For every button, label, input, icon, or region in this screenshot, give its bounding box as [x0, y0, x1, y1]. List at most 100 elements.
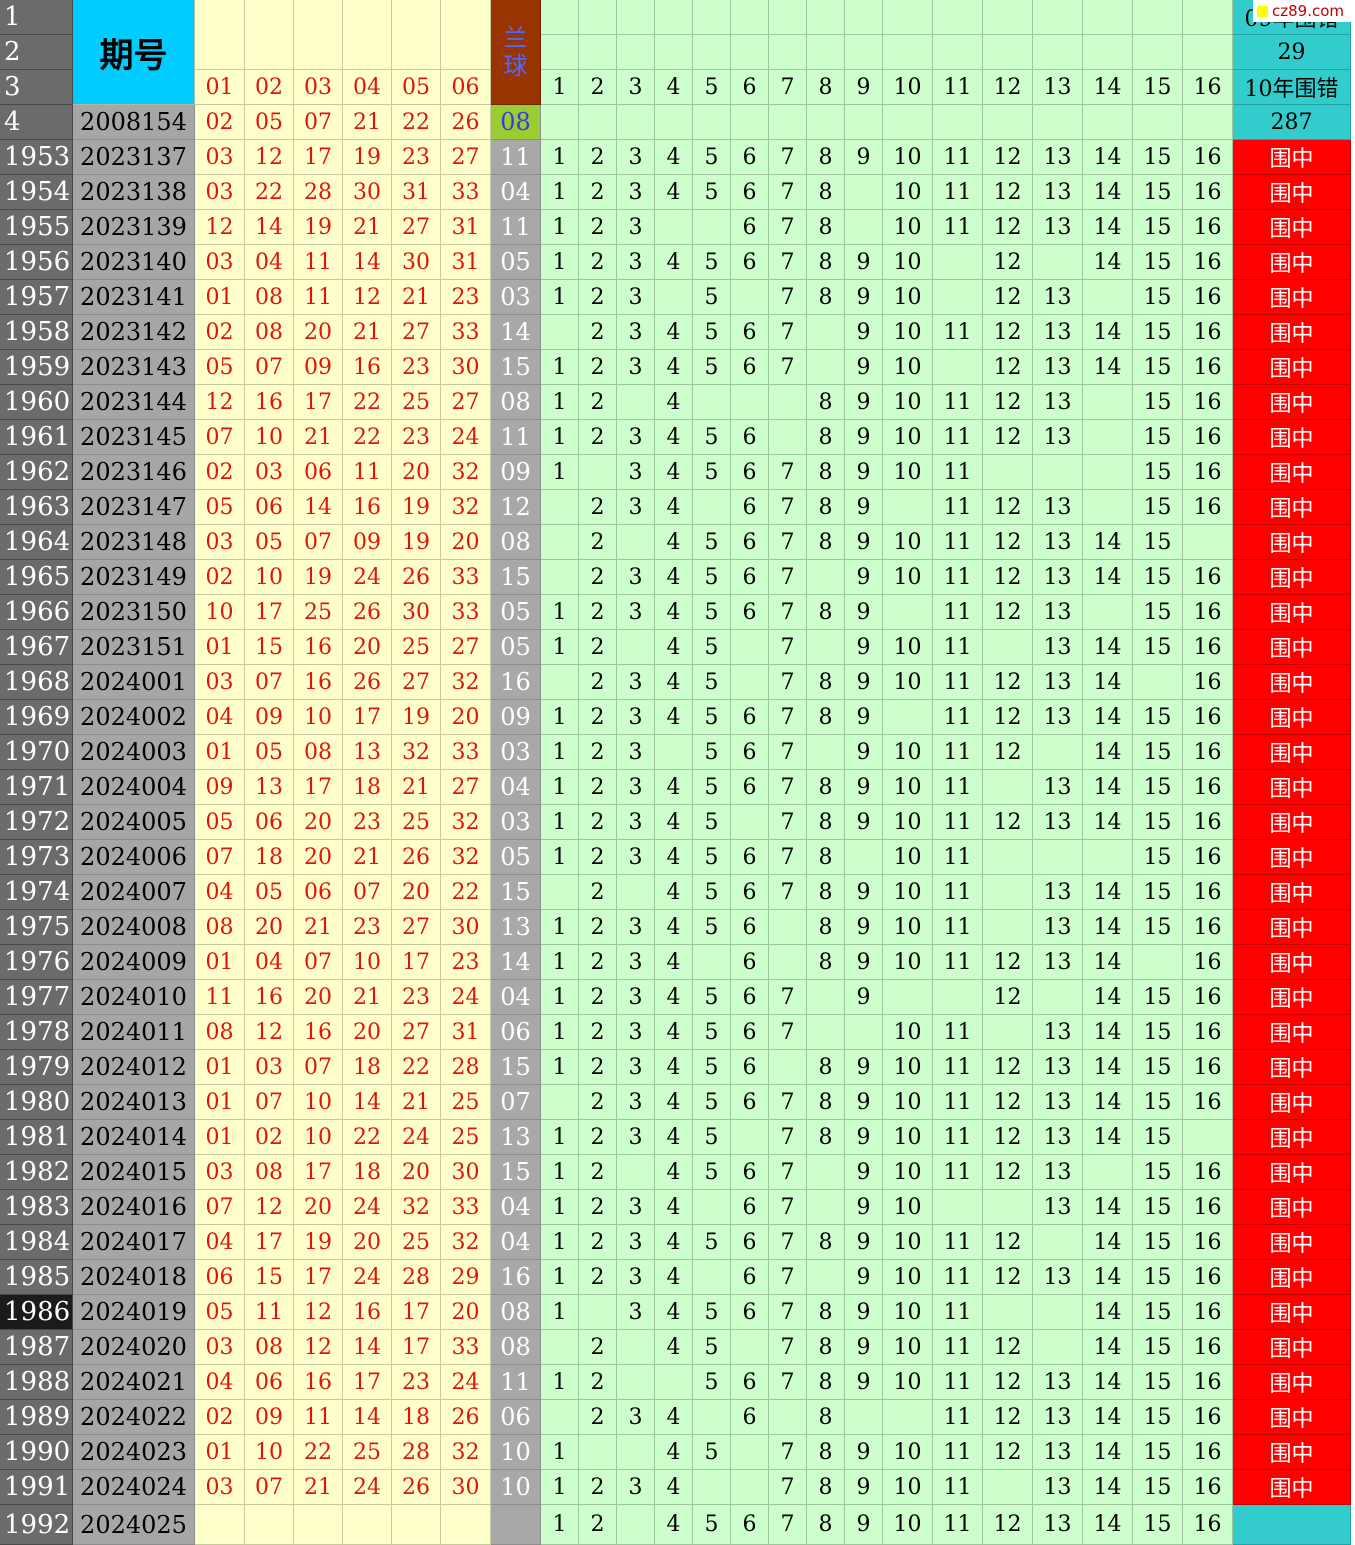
result-cell[interactable]: 围中: [1233, 525, 1351, 560]
grid-cell[interactable]: 1: [541, 735, 579, 770]
red-number-cell[interactable]: 22: [343, 385, 392, 420]
red-number-cell[interactable]: 11: [294, 245, 343, 280]
result-cell[interactable]: 围中: [1233, 455, 1351, 490]
grid-cell[interactable]: 4: [655, 1330, 693, 1365]
grid-cell[interactable]: 16: [1183, 1400, 1233, 1435]
grid-cell[interactable]: 11: [933, 315, 983, 350]
red-number-cell[interactable]: 03: [245, 455, 294, 490]
red-number-cell[interactable]: 23: [392, 1365, 441, 1400]
grid-cell[interactable]: 12: [983, 1225, 1033, 1260]
blue-number-cell[interactable]: 09: [491, 455, 541, 490]
row-header[interactable]: 1969: [0, 700, 73, 735]
grid-cell[interactable]: 8: [807, 945, 845, 980]
red-number-cell[interactable]: 20: [441, 525, 491, 560]
grid-cell[interactable]: [883, 700, 933, 735]
red-number-cell[interactable]: 01: [195, 1050, 245, 1085]
grid-cell[interactable]: 16: [1183, 455, 1233, 490]
grid-cell[interactable]: [883, 490, 933, 525]
grid-cell[interactable]: 14: [1083, 770, 1133, 805]
row-header[interactable]: 1970: [0, 735, 73, 770]
blue-number-cell[interactable]: 06: [491, 1015, 541, 1050]
grid-cell[interactable]: 8: [807, 595, 845, 630]
grid-cell[interactable]: 2: [579, 140, 617, 175]
grid-cell[interactable]: 14: [1083, 665, 1133, 700]
grid-cell[interactable]: 2: [579, 1505, 617, 1545]
grid-cell[interactable]: 6: [731, 980, 769, 1015]
grid-cell[interactable]: 13: [1033, 490, 1083, 525]
grid-cell[interactable]: 16: [1183, 770, 1233, 805]
grid-cell[interactable]: 8: [807, 910, 845, 945]
grid-cell[interactable]: 10: [883, 875, 933, 910]
grid-cell[interactable]: 9: [845, 385, 883, 420]
red-number-cell[interactable]: 17: [294, 770, 343, 805]
result-cell[interactable]: 围中: [1233, 630, 1351, 665]
grid-cell[interactable]: 16: [1183, 1365, 1233, 1400]
grid-cell[interactable]: 15: [1133, 1155, 1183, 1190]
grid-cell[interactable]: [541, 560, 579, 595]
grid-cell[interactable]: 10: [883, 805, 933, 840]
red-number-cell[interactable]: 32: [441, 490, 491, 525]
grid-cell[interactable]: 14: [1083, 1190, 1133, 1225]
grid-cell[interactable]: [617, 1435, 655, 1470]
grid-cell[interactable]: 7: [769, 140, 807, 175]
grid-cell[interactable]: 8: [807, 455, 845, 490]
red-number-cell[interactable]: 17: [392, 1330, 441, 1365]
blue-number-cell[interactable]: 15: [491, 350, 541, 385]
red-number-cell[interactable]: 29: [441, 1260, 491, 1295]
red-number-cell[interactable]: 14: [343, 1330, 392, 1365]
red-number-cell[interactable]: 10: [195, 595, 245, 630]
grid-cell[interactable]: [731, 805, 769, 840]
period-cell[interactable]: 2023139: [73, 210, 195, 245]
grid-cell[interactable]: 7: [769, 1260, 807, 1295]
result-cell[interactable]: 围中: [1233, 1365, 1351, 1400]
grid-cell[interactable]: 9: [845, 1050, 883, 1085]
red-number-cell[interactable]: 24: [343, 560, 392, 595]
grid-cell[interactable]: 9: [845, 980, 883, 1015]
grid-cell[interactable]: 12: [983, 595, 1033, 630]
red-number-cell[interactable]: 33: [441, 560, 491, 595]
grid-cell[interactable]: 9: [845, 1365, 883, 1400]
grid-cell[interactable]: 9: [845, 455, 883, 490]
grid-cell[interactable]: 9: [845, 420, 883, 455]
grid-cell[interactable]: 15: [1133, 1365, 1183, 1400]
red-number-cell[interactable]: 20: [294, 805, 343, 840]
grid-cell[interactable]: 4: [655, 1435, 693, 1470]
grid-cell[interactable]: [769, 1050, 807, 1085]
grid-cell[interactable]: 9: [845, 560, 883, 595]
red-number-cell[interactable]: 14: [343, 1400, 392, 1435]
red-number-cell[interactable]: 01: [195, 1435, 245, 1470]
grid-cell[interactable]: 5: [693, 910, 731, 945]
grid-cell[interactable]: 3: [617, 910, 655, 945]
grid-cell[interactable]: 5: [693, 315, 731, 350]
red-number-cell[interactable]: 04: [195, 1365, 245, 1400]
grid-cell[interactable]: 4: [655, 140, 693, 175]
grid-cell[interactable]: 10: [883, 1260, 933, 1295]
grid-cell[interactable]: [579, 1295, 617, 1330]
red-number-cell[interactable]: 24: [441, 1365, 491, 1400]
blue-number-cell[interactable]: 11: [491, 1365, 541, 1400]
period-cell[interactable]: 2024014: [73, 1120, 195, 1155]
red-number-cell[interactable]: 27: [441, 770, 491, 805]
grid-cell[interactable]: 11: [933, 1015, 983, 1050]
red-number-cell[interactable]: 26: [441, 1400, 491, 1435]
red-number-cell[interactable]: 32: [441, 665, 491, 700]
grid-cell[interactable]: 2: [579, 350, 617, 385]
red-number-cell[interactable]: [245, 1505, 294, 1545]
grid-cell[interactable]: 6: [731, 840, 769, 875]
red-number-cell[interactable]: 06: [245, 805, 294, 840]
blue-number-cell[interactable]: 04: [491, 1225, 541, 1260]
grid-cell[interactable]: 14: [1083, 1225, 1133, 1260]
grid-cell[interactable]: 7: [769, 1330, 807, 1365]
grid-cell[interactable]: 1: [541, 385, 579, 420]
grid-cell[interactable]: [807, 630, 845, 665]
grid-cell[interactable]: 15: [1133, 1015, 1183, 1050]
red-number-cell[interactable]: 23: [441, 945, 491, 980]
grid-cell[interactable]: 10: [883, 1190, 933, 1225]
grid-cell[interactable]: 13: [1033, 175, 1083, 210]
grid-cell[interactable]: 13: [1033, 1155, 1083, 1190]
grid-cell[interactable]: 3: [617, 210, 655, 245]
red-number-cell[interactable]: 24: [441, 980, 491, 1015]
period-cell[interactable]: 2024010: [73, 980, 195, 1015]
grid-cell[interactable]: 6: [731, 350, 769, 385]
grid-cell[interactable]: 4: [655, 665, 693, 700]
